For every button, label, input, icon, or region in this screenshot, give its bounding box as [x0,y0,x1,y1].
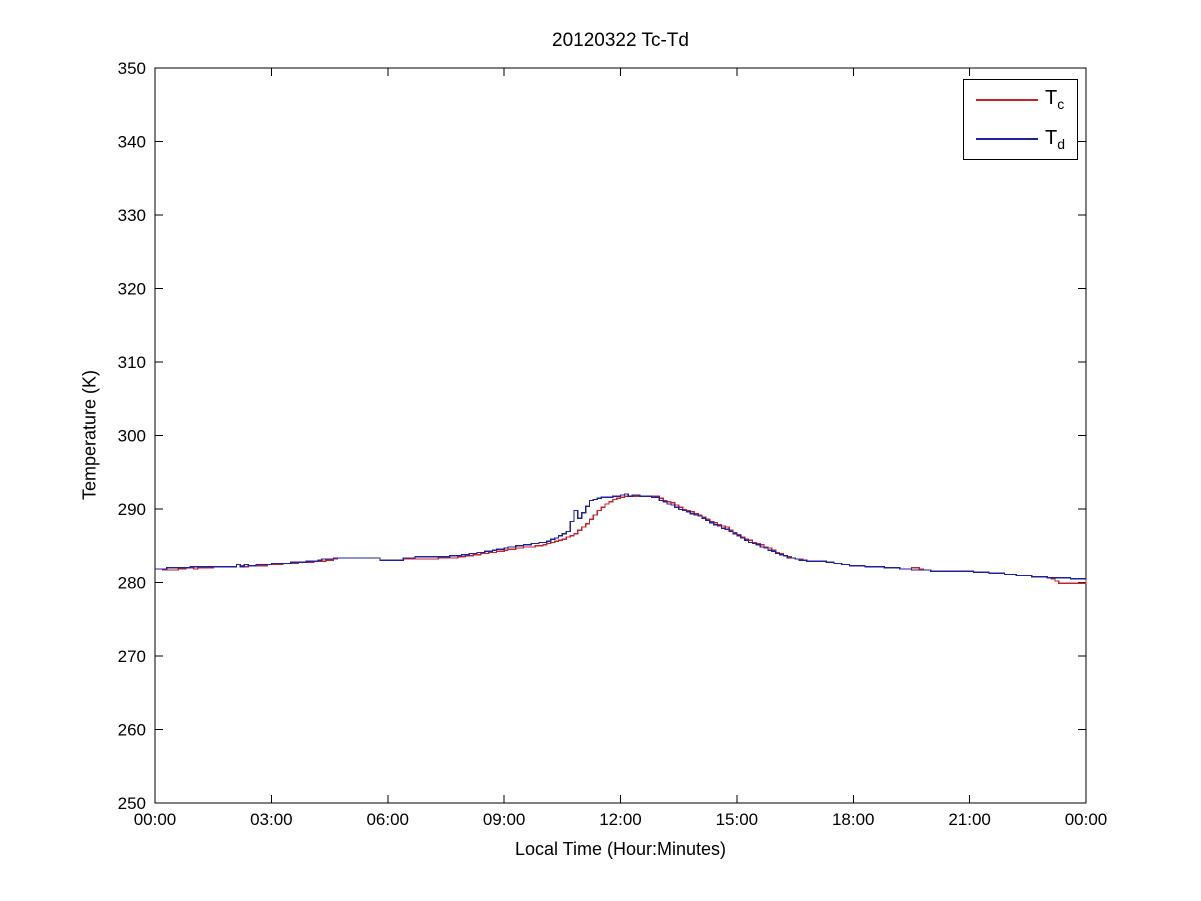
series-td [155,493,1087,580]
legend-entry-td: Td [964,121,1077,158]
x-tick-label: 15:00 [716,810,759,829]
x-tick-label: 18:00 [832,810,875,829]
legend-line-tc [976,98,1038,101]
x-tick-label: 03:00 [250,810,293,829]
legend-line-td [976,138,1038,141]
series-tc [155,495,1087,584]
y-tick-label: 280 [118,574,146,593]
axes-box [154,67,1087,804]
y-tick-label: 310 [118,353,146,372]
legend-entry-tc: Tc [964,81,1077,118]
x-tick-label: 00:00 [134,810,177,829]
y-tick-label: 340 [118,133,146,152]
y-tick-label: 270 [118,647,146,666]
legend-label-tc: Tc [1045,87,1065,113]
x-tick-label: 00:00 [1065,810,1108,829]
y-tick-label: 260 [118,721,146,740]
y-tick-label: 250 [118,794,146,813]
chart-title: 20120322 Tc-Td [552,30,689,51]
y-tick-label: 350 [118,59,146,78]
x-axis-label: Local Time (Hour:Minutes) [514,839,727,859]
y-tick-label: 320 [118,280,146,299]
y-tick-label: 300 [118,427,146,446]
x-tick-label: 21:00 [948,810,991,829]
legend-label-td: Td [1045,126,1066,152]
y-tick-label: 290 [118,500,146,519]
legend: Tc Td [963,79,1078,160]
x-tick-label: 12:00 [599,810,642,829]
y-tick-label: 330 [118,206,146,225]
x-tick-label: 09:00 [483,810,526,829]
x-tick-label: 06:00 [366,810,409,829]
